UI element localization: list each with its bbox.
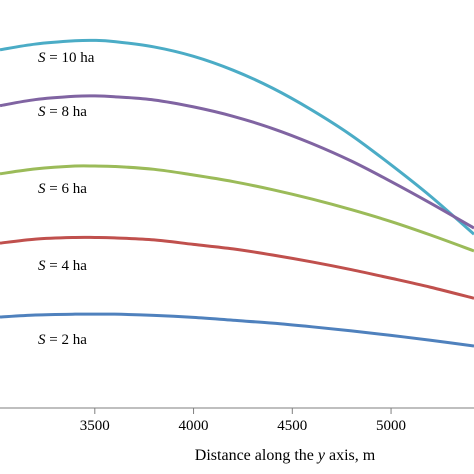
series-label-value: = 10 ha	[46, 50, 95, 66]
series-label: S = 2 ha	[38, 332, 87, 348]
x-tick-label: 4500	[277, 418, 307, 434]
series-label-value: = 4 ha	[46, 258, 88, 274]
x-tick-label: 5000	[376, 418, 406, 434]
series-label-value: = 2 ha	[46, 332, 88, 348]
x-axis-title-part-2: axis, m	[325, 447, 376, 464]
plot-area: S = 10 haS = 8 haS = 6 haS = 4 haS = 2 h…	[0, 38, 474, 348]
series-label-variable: S	[38, 50, 46, 66]
series-label: S = 10 ha	[38, 50, 95, 66]
series-label: S = 4 ha	[38, 258, 87, 274]
series-label-value: = 8 ha	[46, 104, 88, 120]
series-label: S = 8 ha	[38, 104, 87, 120]
series-line	[0, 164, 474, 253]
series-label-variable: S	[38, 181, 46, 197]
series-label: S = 6 ha	[38, 181, 87, 197]
x-axis-title-part-1: Distance along the	[195, 447, 318, 464]
x-axis: 3500 4000 4500 5000	[0, 407, 474, 434]
x-tick-label: 3500	[80, 418, 110, 434]
series-line	[0, 38, 474, 236]
series-label-variable: S	[38, 104, 46, 120]
series-line	[0, 235, 474, 300]
series-line	[0, 94, 474, 230]
series-label-variable: S	[38, 258, 46, 274]
x-tick-label: 4000	[179, 418, 209, 434]
x-axis-title-variable: y	[316, 447, 326, 464]
series-line	[0, 312, 474, 348]
series-label-variable: S	[38, 332, 46, 348]
series-label-value: = 6 ha	[46, 181, 88, 197]
x-axis-title: Distance along the y axis, m	[195, 447, 376, 464]
